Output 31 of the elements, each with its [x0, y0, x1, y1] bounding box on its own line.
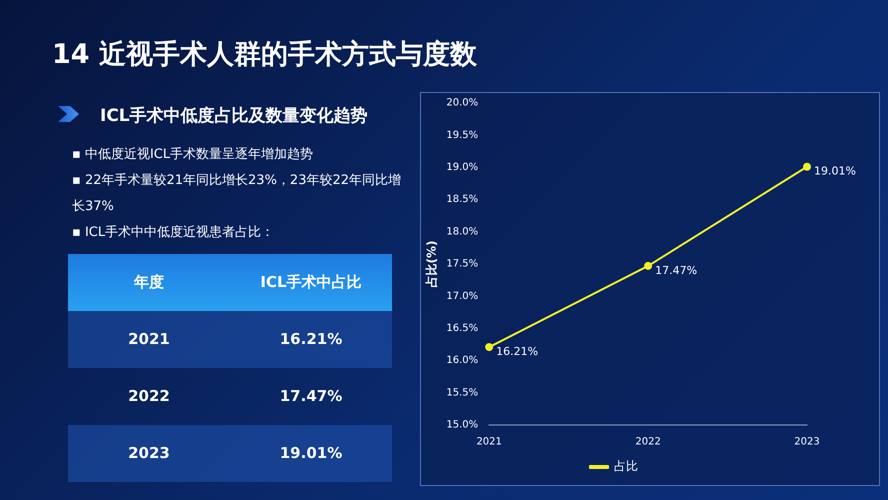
- data-label: 17.47%: [655, 264, 698, 277]
- text: ▪ 22年手术量较21年同比增长23%，23年较22年同比增长37%: [72, 172, 402, 216]
- y-tick-label: 17.0%: [446, 290, 478, 302]
- x-tick-label: 2023: [794, 436, 820, 448]
- text: 16.21%: [280, 330, 342, 348]
- y-tick-label: 16.0%: [446, 355, 478, 366]
- text: ICL手术中低度占比及数量变化趋势: [100, 105, 368, 127]
- y-tick-label: 15.5%: [446, 387, 478, 398]
- text: ICL手术中占比: [259, 272, 363, 293]
- y-tick-label: 18.0%: [446, 226, 478, 238]
- category-label: 2022: [128, 387, 170, 405]
- text: 17.47%: [280, 387, 342, 405]
- y-axis-title: 占比(%): [424, 240, 438, 288]
- text: 年度: [132, 272, 165, 293]
- category-label: 2021: [128, 330, 170, 348]
- text: ▪ ICL手术中中低度近视患者占比：: [72, 224, 276, 242]
- y-tick-label: 19.0%: [446, 162, 478, 173]
- x-tick-label: 2022: [635, 436, 661, 448]
- text: 19.01%: [280, 444, 342, 462]
- y-tick-label: 20.0%: [446, 98, 478, 109]
- legend-label: 占比: [614, 459, 638, 474]
- data-label: 19.01%: [814, 164, 856, 178]
- y-tick-label: 17.5%: [446, 258, 478, 270]
- y-tick-label: 16.5%: [446, 322, 478, 334]
- y-tick-label: 18.5%: [446, 194, 478, 206]
- y-tick-label: 19.5%: [446, 130, 478, 141]
- data-label: 16.21%: [496, 344, 538, 358]
- text: 14 近视手术人群的手术方式与度数: [52, 38, 477, 72]
- x-tick-label: 2021: [476, 436, 502, 448]
- text: ▪ 中低度近视ICL手术数量呈逐年增加趋势: [72, 146, 314, 164]
- y-tick-label: 15.0%: [446, 420, 478, 431]
